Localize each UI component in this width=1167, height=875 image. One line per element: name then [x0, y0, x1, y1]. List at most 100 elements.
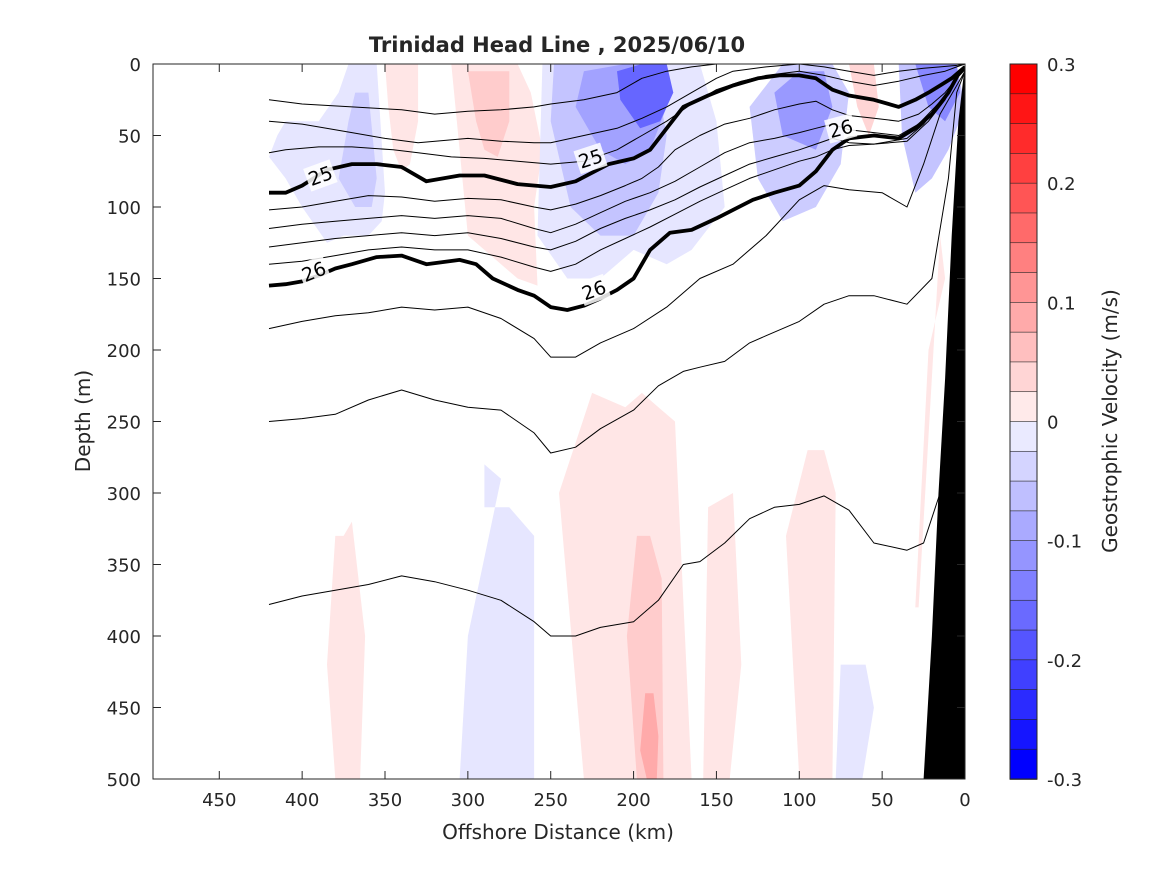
colorbar-level [1009, 421, 1038, 453]
y-tick-label: 150 [107, 270, 141, 291]
isopycnal-contours [268, 64, 965, 637]
isopycnal-1 [268, 64, 965, 144]
isopycnal-0 [268, 64, 965, 115]
colorbar-tick-label: -0.2 [1047, 651, 1082, 672]
x-tick-label: 200 [616, 790, 650, 811]
y-tick-label: 50 [118, 127, 141, 148]
colorbar-tick-label: -0.3 [1047, 770, 1082, 791]
colorbar-tick-label: -0.1 [1047, 532, 1082, 553]
velocity-field [269, 64, 965, 779]
velocity-patch-22 [915, 235, 946, 608]
colorbar-tick-label: 0.1 [1047, 293, 1076, 314]
y-axis-label: Depth (m) [71, 370, 95, 472]
velocity-patch-1 [338, 92, 377, 207]
velocity-patch-2 [385, 64, 419, 172]
colorbar-level [1009, 748, 1038, 780]
y-tick-label: 0 [130, 55, 141, 76]
colorbar-blocks [1009, 63, 1038, 780]
colorbar-tick-label: 0.2 [1047, 174, 1076, 195]
colorbar-level [1009, 93, 1038, 125]
x-tick-label: 250 [534, 790, 568, 811]
x-tick-label: 300 [451, 790, 485, 811]
velocity-patch-18 [703, 493, 742, 779]
x-axis-ticks: 450 400 350 300 250 200 150 100 50 0 [202, 64, 971, 811]
velocity-patch-23 [835, 664, 874, 779]
colorbar-level [1009, 480, 1038, 512]
y-tick-label: 300 [107, 484, 141, 505]
bathymetry [923, 64, 965, 779]
y-tick-label: 500 [107, 770, 141, 791]
velocity-patch-3 [451, 64, 543, 286]
y-axis-ticks: 0 50 100 150 200 250 300 350 400 450 500 [107, 55, 965, 791]
contour-label-bg [296, 255, 332, 288]
isopycnal-5 [268, 69, 965, 234]
colorbar-level [1009, 272, 1038, 304]
bathymetry-shape [923, 64, 965, 779]
colorbar-level [1009, 302, 1038, 333]
isopycnal-4 [268, 69, 965, 211]
isopycnal-11 [268, 71, 965, 637]
x-axis-label: Offshore Distance (km) [442, 820, 674, 844]
isopycnal-3 [269, 65, 965, 195]
y-tick-label: 350 [107, 556, 141, 577]
velocity-patch-20 [327, 521, 366, 779]
velocity-patch-17 [640, 693, 659, 779]
contour-label-3: 26 [576, 273, 612, 306]
contour-label-bg [824, 113, 858, 144]
plot-area [268, 64, 965, 779]
x-tick-label: 350 [368, 790, 402, 811]
contour-label-1: 25 [573, 142, 608, 175]
contour-label-4: 26 [824, 113, 858, 144]
y-tick-label: 200 [107, 341, 141, 362]
velocity-patch-8 [617, 64, 674, 129]
colorbar-level [1009, 689, 1038, 721]
isopycnal-10 [268, 71, 965, 454]
y-tick-label: 450 [107, 699, 141, 720]
colorbar-level [1009, 391, 1038, 423]
x-tick-label: 400 [285, 790, 319, 811]
colorbar-ticks: 0.3 0.2 0.1 0 -0.1 -0.2 -0.3 [1047, 55, 1082, 791]
colorbar-level [1009, 510, 1038, 542]
isopycnal-7 [268, 69, 965, 272]
chart-title: Trinidad Head Line , 2025/06/10 [369, 33, 745, 57]
colorbar-level [1009, 629, 1038, 661]
colorbar-level [1009, 659, 1038, 691]
colorbar-level [1009, 212, 1038, 244]
x-tick-label: 0 [959, 790, 970, 811]
colorbar-tick-label: 0.3 [1047, 55, 1076, 76]
colorbar-level [1009, 570, 1038, 602]
contour-label-bg [573, 142, 608, 175]
x-tick-label: 100 [782, 790, 816, 811]
contour-label-bg [303, 159, 338, 192]
x-tick-label: 450 [202, 790, 236, 811]
colorbar-level [1009, 450, 1038, 482]
velocity-patch-4 [467, 71, 510, 157]
y-tick-label: 250 [107, 413, 141, 434]
velocity-patch-10 [774, 71, 833, 150]
isopycnal-6 [268, 69, 965, 251]
colorbar-level [1009, 182, 1038, 214]
colorbar-level [1009, 540, 1038, 572]
isopycnal-2 [268, 64, 965, 165]
x-tick-label: 50 [871, 790, 894, 811]
colorbar-level [1009, 123, 1038, 155]
colorbar-tick-label: 0 [1047, 413, 1058, 434]
colorbar-level [1009, 361, 1038, 393]
isopycnal-8 [268, 66, 965, 312]
y-tick-label: 400 [107, 627, 141, 648]
isopycnal-9 [268, 70, 965, 358]
colorbar-label: Geostrophic Velocity (m/s) [1098, 289, 1122, 553]
colorbar-level [1009, 153, 1038, 184]
colorbar-level [1009, 242, 1038, 274]
colorbar-frame [1009, 63, 1038, 780]
contour-label-bg [576, 273, 612, 306]
colorbar-level [1009, 719, 1038, 751]
colorbar-level [1009, 63, 1038, 95]
velocity-patch-19 [459, 464, 535, 779]
velocity-patch-21 [786, 450, 836, 779]
x-tick-label: 150 [699, 790, 733, 811]
colorbar-level [1009, 331, 1038, 363]
colorbar-level [1009, 599, 1038, 631]
